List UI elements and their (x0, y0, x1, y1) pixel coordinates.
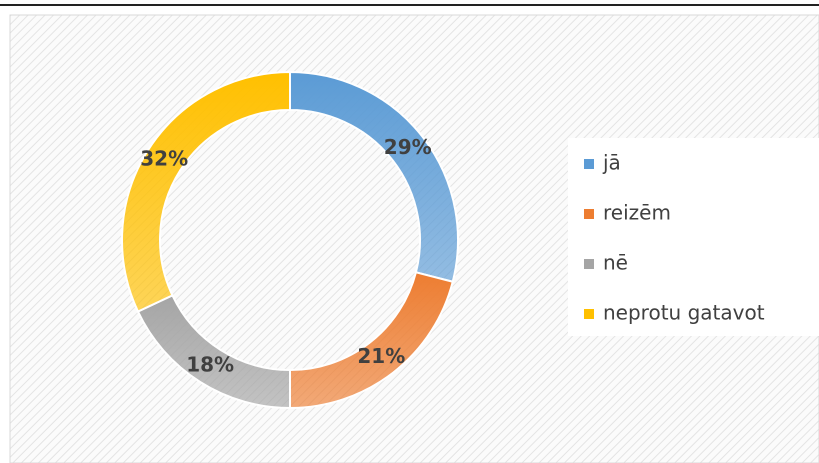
legend-label: neprotu gatavot (603, 301, 765, 325)
legend-label: nē (603, 251, 628, 275)
data-label: 18% (186, 352, 234, 376)
legend-label: jā (602, 151, 621, 175)
legend-box (568, 138, 819, 336)
legend-label: reizēm (603, 201, 671, 225)
donut-slice (121, 70, 291, 313)
legend-swatch (584, 209, 594, 219)
legend-swatch (584, 309, 594, 319)
data-label: 32% (140, 147, 188, 171)
data-label: 21% (357, 344, 405, 368)
legend-swatch (584, 259, 594, 269)
legend-swatch (584, 159, 594, 169)
data-label: 29% (384, 135, 432, 159)
